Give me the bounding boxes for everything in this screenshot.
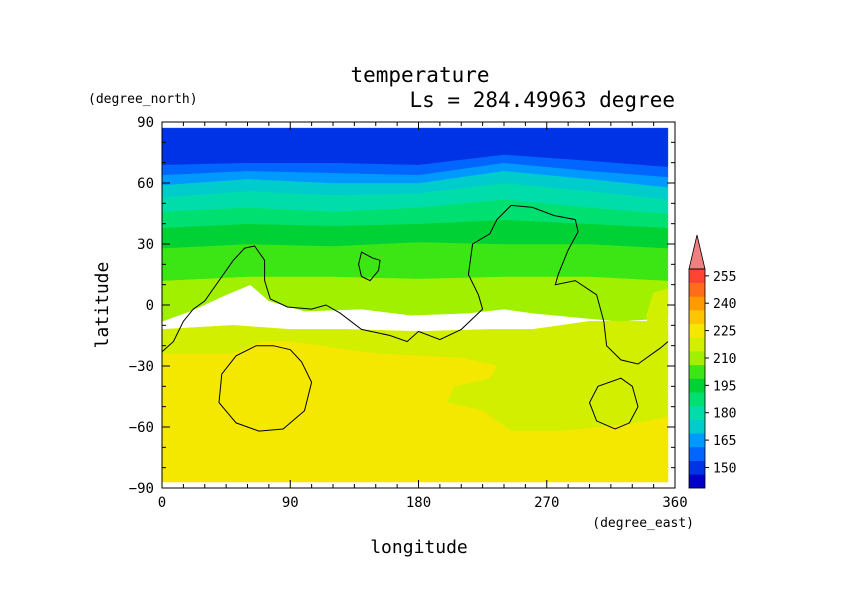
x-tick-label: 180 — [406, 495, 431, 511]
colorbar-extend-arrow — [688, 234, 706, 270]
colorbar-swatch — [689, 310, 705, 325]
y-tick-label: 60 — [137, 176, 154, 192]
contour-line-3 — [588, 377, 639, 430]
x-tick-label: 270 — [534, 495, 559, 511]
x-tick-label: 0 — [158, 495, 166, 511]
field-layer — [161, 127, 669, 483]
colorbar-swatch — [689, 392, 705, 407]
colorbar-label: 210 — [713, 352, 736, 367]
y-tick-labels: 90 60 30 0 −30 −60 −90 — [129, 115, 154, 497]
contour-line-0 — [161, 204, 669, 365]
x-tick-label: 360 — [662, 495, 687, 511]
chart-title: temperature — [350, 63, 489, 87]
contour-layer — [161, 204, 669, 432]
colorbar-label: 165 — [713, 434, 736, 449]
chart-subtitle: Ls = 284.49963 degree — [409, 88, 675, 112]
x-units-label: (degree_east) — [592, 516, 694, 531]
axis-ticks — [161, 121, 676, 489]
contour-line-1 — [358, 251, 381, 282]
colorbar-swatch — [689, 296, 705, 311]
colorbar-swatch — [689, 282, 705, 297]
colorbar-swatch — [689, 405, 705, 420]
temperature-region-11 — [161, 127, 669, 167]
colorbar-swatch — [689, 337, 705, 352]
colorbar-swatch — [689, 419, 705, 434]
x-tick-label: 90 — [282, 495, 299, 511]
y-tick-label: −30 — [129, 359, 154, 375]
y-tick-label: −90 — [129, 481, 154, 497]
colorbar-label: 255 — [713, 270, 736, 285]
colorbar-label: 225 — [713, 325, 736, 340]
y-axis-label: latitude — [92, 262, 113, 349]
colorbar-labels: 150 165 180 195 210 225 240 255 — [705, 270, 736, 476]
colorbar-label: 240 — [713, 297, 736, 312]
colorbar-swatch — [689, 269, 705, 283]
y-tick-label: 0 — [146, 298, 154, 314]
colorbar-label: 180 — [713, 407, 736, 422]
colorbar-swatch — [689, 323, 705, 338]
contour-line-2 — [218, 345, 313, 432]
temperature-region-3 — [161, 276, 669, 322]
colorbar — [688, 234, 706, 489]
colorbar-label: 195 — [713, 379, 736, 394]
colorbar-swatch — [689, 351, 705, 366]
y-tick-label: −60 — [129, 420, 154, 436]
temperature-region-12 — [646, 288, 669, 342]
colorbar-swatch — [689, 378, 705, 393]
x-tick-labels: 0 90 180 270 360 — [158, 495, 688, 511]
colorbar-swatch — [689, 433, 705, 448]
colorbar-frame — [688, 268, 706, 489]
colorbar-swatch — [689, 446, 705, 461]
y-tick-label: 30 — [137, 237, 154, 253]
colorbar-label: 150 — [713, 461, 736, 476]
colorbar-swatch — [689, 364, 705, 379]
y-tick-label: 90 — [137, 115, 154, 131]
x-axis-label: longitude — [370, 537, 468, 558]
colorbar-swatch — [689, 460, 705, 475]
colorbar-swatch — [689, 474, 705, 489]
temperature-region-2 — [197, 357, 369, 456]
y-units-label: (degree_north) — [88, 92, 198, 107]
temperature-region-4 — [161, 241, 669, 281]
